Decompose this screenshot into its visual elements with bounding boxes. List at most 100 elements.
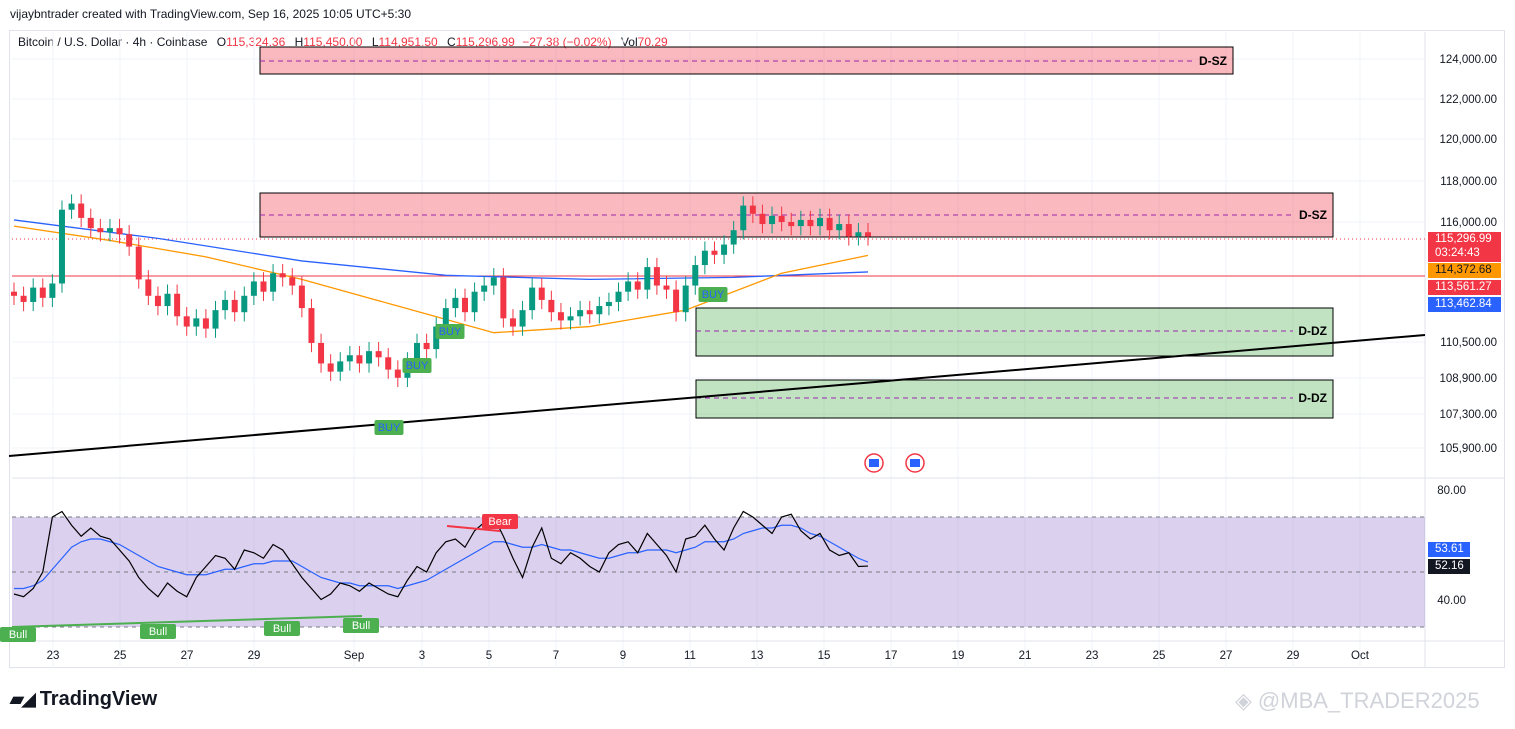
candle-body bbox=[68, 203, 75, 210]
candle-body bbox=[270, 273, 277, 292]
bull-signal-label: Bull bbox=[273, 623, 291, 635]
symbol-label[interactable]: Bitcoin / U.S. Dollar · 4h · Coinbase bbox=[18, 35, 208, 49]
time-tick-label: 3 bbox=[419, 650, 425, 662]
candle-body bbox=[78, 203, 85, 218]
zone-label: D-DZ bbox=[1298, 324, 1327, 338]
candle-body bbox=[145, 279, 152, 296]
buy-signal-label: BUY bbox=[439, 326, 462, 338]
candle-body bbox=[39, 287, 46, 298]
tradingview-logo-icon: ▰◢ bbox=[10, 689, 36, 709]
candle-body bbox=[183, 316, 190, 327]
candle-body bbox=[49, 283, 56, 298]
candle-body bbox=[730, 230, 737, 245]
candle-body bbox=[615, 291, 622, 302]
buy-signal-badge bbox=[402, 358, 432, 373]
rsi-line bbox=[13, 510, 869, 601]
candle-body bbox=[586, 310, 593, 315]
candle-body bbox=[596, 306, 603, 315]
candle-body bbox=[154, 295, 161, 307]
candle-body bbox=[116, 228, 123, 235]
time-tick-label: 19 bbox=[952, 650, 965, 662]
close-value: 115,296.99 bbox=[455, 35, 515, 49]
ohlc-legend: Bitcoin / U.S. Dollar · 4h · Coinbase O1… bbox=[18, 35, 668, 49]
candle-body bbox=[500, 277, 507, 319]
candle-body bbox=[58, 209, 65, 284]
candle-body bbox=[193, 318, 200, 327]
zone-label: D-SZ bbox=[1299, 208, 1327, 222]
rsi-ma-line bbox=[14, 524, 869, 590]
candle-body bbox=[769, 215, 776, 225]
time-tick-label: 23 bbox=[1086, 650, 1099, 662]
low-value: 114,951.50 bbox=[378, 35, 438, 49]
demand-zone bbox=[695, 307, 1334, 357]
time-tick-label: 7 bbox=[553, 650, 559, 662]
bull-signal-label: Bull bbox=[352, 620, 370, 632]
rsi-axis-tag: 52.16 bbox=[1428, 559, 1470, 574]
candle-body bbox=[538, 287, 545, 300]
candle-body bbox=[442, 308, 449, 327]
buy-signal-label: BUY bbox=[378, 422, 401, 434]
time-tick-label: 11 bbox=[684, 650, 696, 662]
buy-signal-badge bbox=[698, 287, 728, 302]
buy-signal-badge bbox=[435, 324, 465, 339]
rsi-axis-tag: 53.61 bbox=[1428, 542, 1470, 557]
candle-body bbox=[605, 301, 612, 307]
volume-value: 70.29 bbox=[637, 35, 668, 49]
low-label: L bbox=[371, 35, 379, 49]
candle-body bbox=[673, 289, 680, 313]
candle-body bbox=[20, 295, 27, 302]
candle-body bbox=[346, 355, 353, 362]
candle-body bbox=[30, 287, 37, 302]
candle-body bbox=[740, 205, 747, 231]
price-axis-tag: 113,462.84 bbox=[1428, 297, 1501, 312]
watermark-text: @MBA_TRADER2025 bbox=[1257, 688, 1480, 713]
candle-body bbox=[644, 267, 651, 290]
buy-signal-badge bbox=[374, 420, 404, 435]
candle-body bbox=[567, 316, 574, 321]
buy-signal-label: BUY bbox=[406, 360, 429, 372]
candle-body bbox=[231, 299, 238, 313]
candle-body bbox=[509, 318, 516, 327]
candle-body bbox=[663, 285, 670, 290]
price-tick-label: 110,500.00 bbox=[1440, 337, 1497, 349]
candle-body bbox=[759, 213, 766, 225]
time-tick-label: 27 bbox=[181, 650, 194, 662]
rsi-tick-label: 80.00 bbox=[1437, 485, 1466, 497]
candle-body bbox=[481, 285, 488, 292]
candle-body bbox=[327, 363, 334, 372]
chart-credit: vijaybntrader created with TradingView.c… bbox=[10, 7, 412, 21]
tradingview-logo[interactable]: ▰◢ TradingView bbox=[10, 688, 157, 711]
time-tick-label: 15 bbox=[818, 650, 831, 662]
candle-body bbox=[721, 244, 728, 255]
candle-body bbox=[865, 232, 871, 237]
price-tick-label: 107,300.00 bbox=[1439, 409, 1497, 421]
rsi-tick-label: 40.00 bbox=[1437, 595, 1466, 607]
candle-body bbox=[682, 285, 689, 313]
candle-body bbox=[577, 310, 584, 317]
candle-body bbox=[164, 293, 171, 307]
price-tick-label: 116,000.00 bbox=[1440, 217, 1497, 229]
ma-blue-line bbox=[13, 219, 869, 281]
candle-body bbox=[519, 310, 526, 327]
candle-body bbox=[174, 293, 181, 317]
bull-signal-label: Bull bbox=[149, 626, 167, 638]
zone-label: D-DZ bbox=[1298, 391, 1327, 405]
time-tick-label: Oct bbox=[1351, 650, 1370, 662]
buy-signal-label: BUY bbox=[702, 289, 725, 301]
candle-body bbox=[855, 232, 862, 237]
time-tick-label: 23 bbox=[47, 650, 60, 662]
candle-body bbox=[318, 342, 325, 364]
candle-body bbox=[260, 281, 267, 292]
candle-body bbox=[126, 234, 133, 247]
candle-body bbox=[529, 287, 536, 311]
watermark-diamond-icon: ◈ bbox=[1235, 688, 1252, 713]
time-tick-label: 9 bbox=[620, 650, 626, 662]
candle-body bbox=[279, 273, 286, 278]
bear-signal-label: Bear bbox=[488, 516, 512, 528]
time-tick-label: 17 bbox=[885, 650, 898, 662]
candle-body bbox=[106, 228, 113, 233]
candle-body bbox=[202, 318, 209, 329]
candle-body bbox=[308, 308, 315, 343]
candle-body bbox=[749, 205, 756, 214]
